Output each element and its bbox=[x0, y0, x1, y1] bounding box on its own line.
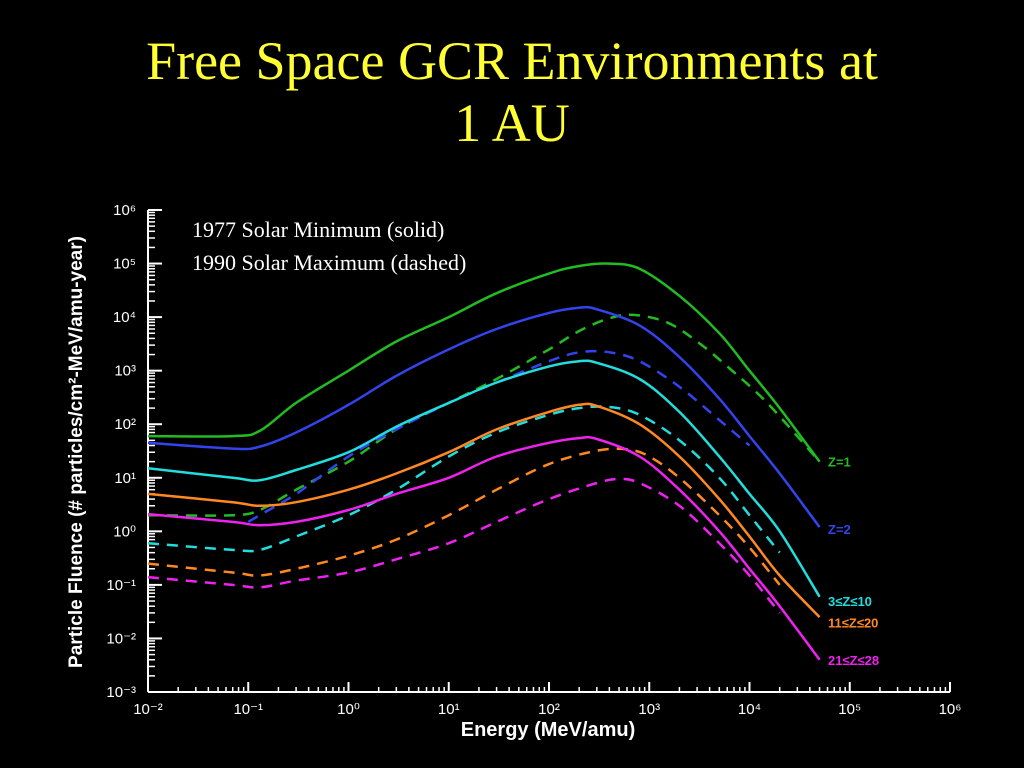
y-axis-title: Particle Fluence (# particles/cm²-MeV/am… bbox=[66, 236, 87, 668]
series-labels: Z=1 Z=2 3≤Z≤10 11≤Z≤20 21≤Z≤28 bbox=[828, 455, 879, 668]
series-label: Z=1 bbox=[828, 455, 851, 470]
y-tick-label: 10⁰ bbox=[113, 523, 136, 540]
series-line-solid bbox=[147, 305, 821, 528]
series-line-dashed bbox=[147, 405, 781, 554]
series-line-solid bbox=[147, 402, 821, 618]
annotation-solar-minimum: 1977 Solar Minimum (solid) bbox=[192, 217, 444, 242]
series-line-solid bbox=[147, 359, 821, 598]
x-tick-label: 10⁵ bbox=[838, 701, 861, 718]
y-tick-label: 10⁻² bbox=[106, 630, 136, 647]
x-tick-label: 10¹ bbox=[438, 701, 460, 718]
y-tick-label: 10⁴ bbox=[113, 309, 136, 326]
y-tick-label: 10⁻³ bbox=[106, 684, 136, 701]
x-tick-label: 10⁻¹ bbox=[233, 701, 263, 718]
y-tick-label: 10³ bbox=[114, 363, 136, 380]
x-axis-title: Energy (MeV/amu) bbox=[461, 719, 635, 741]
annotation-solar-maximum: 1990 Solar Maximum (dashed) bbox=[192, 250, 466, 275]
y-tick-label: 10⁻¹ bbox=[106, 577, 136, 594]
x-tick-label: 10⁴ bbox=[738, 701, 761, 718]
slide-title-line-2: 1 AU bbox=[454, 93, 570, 153]
y-tick-label: 10¹ bbox=[114, 470, 136, 487]
series-line-dashed bbox=[247, 349, 751, 523]
slide-title-line-1: Free Space GCR Environments at bbox=[146, 31, 878, 91]
series-line-dashed bbox=[147, 313, 821, 517]
x-tick-label: 10² bbox=[538, 701, 560, 718]
x-tick-label: 10⁻² bbox=[133, 701, 163, 718]
x-tick-label: 10³ bbox=[638, 701, 660, 718]
series-line-solid bbox=[147, 262, 821, 463]
series-label: 3≤Z≤10 bbox=[828, 594, 872, 609]
series-label: 21≤Z≤28 bbox=[828, 653, 879, 668]
series-line-dashed bbox=[147, 477, 781, 614]
series-label: 11≤Z≤20 bbox=[828, 615, 878, 630]
y-tick-label: 10⁶ bbox=[113, 202, 136, 219]
series-line-solid bbox=[147, 435, 821, 661]
x-tick-label: 10⁰ bbox=[337, 701, 360, 718]
series-label: Z=2 bbox=[828, 522, 851, 537]
x-tick-label: 10⁶ bbox=[939, 701, 962, 718]
y-tick-label: 10² bbox=[114, 416, 136, 433]
y-tick-label: 10⁵ bbox=[113, 256, 136, 273]
axes-frame: 10⁻² 10⁻¹ 10⁰ 10¹ 10² 10³ 10⁴ 10⁵ 10⁶10⁻³10⁻²10⁻… bbox=[106, 202, 961, 718]
series-line-dashed bbox=[147, 447, 781, 586]
slide-title: Free Space GCR Environments at 1 AU bbox=[0, 30, 1024, 154]
series-lines bbox=[147, 262, 821, 661]
